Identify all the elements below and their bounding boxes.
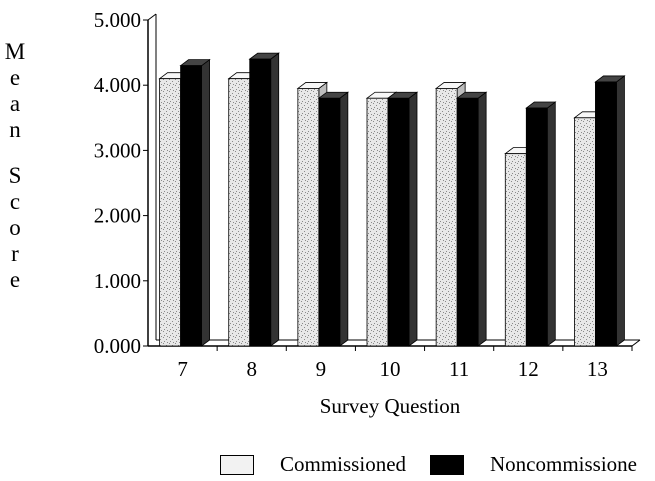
frame-line — [147, 13, 157, 21]
legend-swatch-commissioned — [220, 454, 254, 475]
bar-commissioned — [297, 88, 320, 347]
x-tick-label: 11 — [449, 357, 469, 381]
ylabel-letter: c — [9, 189, 21, 214]
bar-noncommissioned-side — [270, 52, 280, 347]
ylabel-letter: e — [9, 65, 21, 90]
y-tick-label: 4.000 — [94, 73, 141, 97]
x-tick-label: 8 — [246, 357, 257, 381]
bar-commissioned — [504, 153, 527, 347]
floor-right-line — [631, 339, 641, 347]
legend-swatch-noncommissioned — [430, 454, 464, 475]
y-tick-label: 0.000 — [94, 334, 141, 358]
bar-commissioned — [159, 78, 181, 347]
bar-noncommissioned — [387, 97, 410, 347]
x-tick-label: 13 — [587, 357, 608, 381]
y-tick-label: 3.000 — [94, 138, 141, 162]
bar-commissioned — [228, 78, 251, 347]
ylabel-letter: M — [4, 39, 26, 64]
bar-noncommissioned — [180, 65, 202, 347]
x-tick-label: 7 — [177, 357, 188, 381]
x-tick-label: 9 — [316, 357, 327, 381]
y-tick-label: 2.000 — [94, 204, 141, 228]
bar-noncommissioned — [595, 81, 617, 347]
legend-item-commissioned: Commissioned — [220, 452, 406, 477]
bar-noncommissioned-side — [477, 91, 487, 347]
ylabel-letter: e — [9, 267, 21, 292]
x-tick-label: 12 — [518, 357, 539, 381]
bar-noncommissioned — [525, 107, 548, 347]
bar-commissioned — [366, 97, 389, 347]
bar-noncommissioned-side — [201, 58, 210, 347]
bar-noncommissioned-side — [339, 91, 349, 347]
ylabel-letter: n — [9, 117, 21, 142]
x-axis-title: Survey Question — [320, 394, 461, 418]
y-tick-label: 1.000 — [94, 269, 141, 293]
x-tick-label: 10 — [380, 357, 401, 381]
legend-label-noncommissioned: Noncommissione — [490, 452, 637, 476]
bar-noncommissioned — [318, 97, 341, 347]
bar-noncommissioned-side — [408, 91, 418, 347]
legend-label-commissioned: Commissioned — [280, 452, 407, 476]
legend-item-noncommissioned: Noncommissione — [430, 452, 637, 477]
ylabel-letter: S — [8, 163, 22, 188]
bar-noncommissioned-side — [616, 75, 625, 347]
bar-noncommissioned — [456, 97, 479, 347]
bar-commissioned — [574, 117, 596, 347]
bar-noncommissioned — [249, 58, 272, 347]
ylabel-letter: a — [9, 91, 21, 116]
ylabel-letter: o — [9, 215, 21, 240]
ylabel-letter: r — [11, 241, 19, 266]
bar-commissioned — [435, 88, 458, 347]
y-tick-label: 5.000 — [94, 8, 141, 32]
bar-noncommissioned-side — [546, 101, 556, 347]
